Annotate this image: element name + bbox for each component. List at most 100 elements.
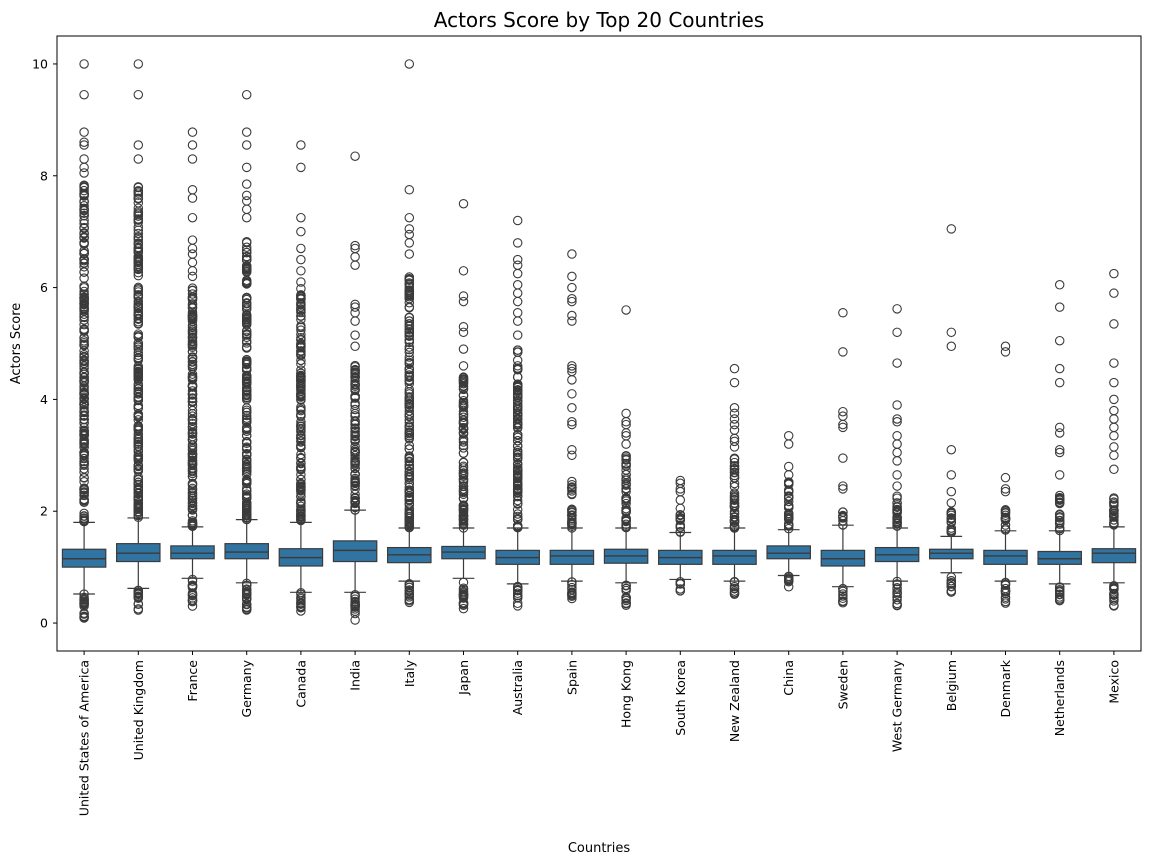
outlier-point (79, 246, 89, 256)
outlier-point (892, 583, 902, 593)
outlier-point (729, 377, 740, 388)
outlier-point (621, 408, 631, 419)
outlier-point (1054, 490, 1065, 501)
outlier-point (187, 310, 198, 321)
outlier-point (567, 310, 577, 321)
outlier-point (458, 475, 469, 486)
box-mexico (1091, 268, 1137, 611)
outlier-point (946, 327, 957, 338)
outlier-point (1000, 520, 1011, 530)
outlier-point (187, 422, 198, 432)
outlier-point (296, 333, 306, 343)
outlier-point (512, 296, 523, 307)
outlier-point (783, 519, 794, 529)
outlier-point (187, 393, 198, 403)
outlier-point (1109, 508, 1119, 519)
outlier-point (241, 443, 252, 453)
outlier-point (296, 513, 306, 524)
outlier-point (567, 579, 577, 590)
outlier-point (458, 584, 469, 595)
outlier-point (241, 580, 252, 590)
outlier-point (512, 392, 523, 402)
outlier-point (729, 414, 740, 424)
outlier-point (241, 190, 252, 201)
outlier-point (241, 389, 252, 399)
outlier-point (729, 467, 740, 478)
outlier-point (79, 283, 89, 293)
outlier-point (133, 186, 144, 196)
box-united-kingdom (116, 59, 161, 615)
outlier-point (404, 454, 415, 464)
outlier-point (133, 193, 144, 204)
outlier-point (133, 605, 144, 615)
outlier-point (187, 257, 198, 268)
outlier-point (241, 500, 252, 511)
outlier-point (187, 295, 198, 305)
outlier-point (621, 450, 631, 461)
outlier-point (946, 341, 957, 352)
outlier-point (512, 379, 523, 389)
outlier-point (79, 211, 89, 221)
outlier-point (79, 162, 89, 173)
outlier-point (133, 342, 144, 352)
outlier-point (296, 606, 306, 616)
outlier-point (404, 440, 415, 451)
outlier-point (187, 356, 198, 367)
outlier-point (404, 397, 415, 407)
outlier-point (783, 523, 794, 534)
outlier-point (404, 417, 415, 428)
outlier-point (404, 272, 415, 282)
outlier-point (187, 520, 198, 531)
outlier-point (133, 434, 144, 445)
outlier-point (133, 400, 144, 411)
outlier-point (241, 255, 252, 265)
outlier-point (1109, 511, 1119, 522)
outlier-point (1000, 484, 1011, 494)
outlier-point (133, 392, 144, 403)
outlier-point (458, 500, 469, 510)
outlier-point (458, 198, 469, 209)
outlier-point (296, 359, 306, 369)
outlier-point (512, 509, 523, 519)
outlier-point (621, 305, 631, 315)
outlier-point (241, 329, 252, 340)
outlier-point (458, 412, 469, 422)
outlier-point (458, 372, 469, 382)
outlier-point (296, 463, 306, 473)
outlier-point (404, 399, 415, 410)
outlier-point (241, 437, 252, 447)
outlier-point (458, 409, 469, 419)
outlier-point (783, 581, 794, 592)
outlier-point (621, 478, 631, 488)
x-axis-label: Countries (568, 841, 631, 856)
outlier-point (404, 327, 415, 337)
outlier-point (892, 456, 902, 466)
outlier-point (458, 327, 469, 338)
outlier-point (1054, 377, 1065, 388)
outlier-point (1054, 447, 1065, 458)
outlier-point (350, 302, 360, 312)
outlier-point (458, 378, 469, 389)
outlier-point (296, 479, 306, 490)
outlier-point (512, 260, 523, 270)
y-axis: 0 2 4 6 8 10 (32, 56, 57, 631)
outlier-point (404, 279, 415, 290)
outlier-point (404, 224, 415, 234)
outlier-point (621, 583, 631, 594)
outlier-point (187, 341, 198, 351)
outlier-point (512, 384, 523, 395)
outlier-point (79, 203, 89, 214)
outlier-point (1109, 494, 1119, 504)
outlier-point (79, 223, 89, 234)
outlier-point (296, 299, 306, 309)
outlier-point (187, 490, 198, 500)
outlier-point (404, 478, 415, 489)
x-tick-label: Canada (293, 660, 308, 708)
outlier-point (79, 196, 89, 206)
outlier-point (783, 513, 794, 523)
box-germany (224, 89, 269, 615)
outlier-point (1109, 442, 1119, 452)
outlier-point (1000, 347, 1011, 357)
outlier-point (404, 444, 415, 454)
box-iqr (1091, 548, 1137, 564)
